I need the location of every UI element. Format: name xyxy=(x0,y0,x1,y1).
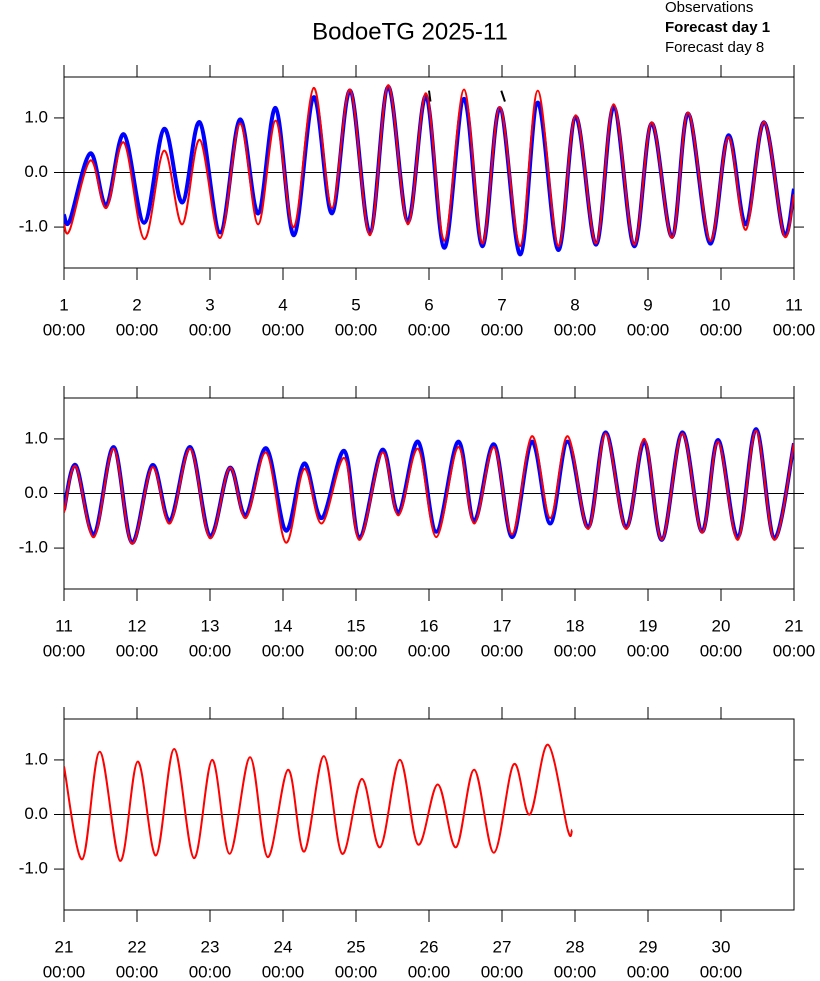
x-tick-label: 10 xyxy=(712,295,731,314)
x-tick-time: 00:00 xyxy=(408,320,451,339)
x-tick-time: 00:00 xyxy=(554,641,597,660)
x-tick-time: 00:00 xyxy=(189,962,232,981)
x-tick-label: 14 xyxy=(274,616,293,635)
x-tick-label: 2 xyxy=(132,295,141,314)
series-line xyxy=(64,743,574,862)
x-tick-time: 00:00 xyxy=(189,641,232,660)
x-tick-label: 24 xyxy=(274,937,293,956)
x-tick-label: 20 xyxy=(712,616,731,635)
y-tick-label: 0.0 xyxy=(24,483,48,502)
legend-entry: Forecast day 1 xyxy=(665,19,770,36)
x-tick-time: 00:00 xyxy=(408,962,451,981)
y-tick-label: 0.0 xyxy=(24,162,48,181)
y-tick-label: 0.0 xyxy=(24,804,48,823)
x-tick-label: 22 xyxy=(128,937,147,956)
y-tick-label: 1.0 xyxy=(24,428,48,447)
x-tick-label: 21 xyxy=(55,937,74,956)
x-tick-label: 3 xyxy=(205,295,214,314)
x-tick-label: 21 xyxy=(785,616,804,635)
x-tick-label: 25 xyxy=(347,937,366,956)
x-tick-time: 00:00 xyxy=(408,641,451,660)
x-tick-time: 00:00 xyxy=(262,320,305,339)
x-tick-time: 00:00 xyxy=(189,320,232,339)
x-tick-label: 1 xyxy=(59,295,68,314)
plot-frame xyxy=(63,718,795,911)
x-tick-time: 00:00 xyxy=(43,962,86,981)
x-tick-time: 00:00 xyxy=(262,641,305,660)
x-tick-label: 11 xyxy=(55,616,73,635)
y-tick-label: 1.0 xyxy=(24,749,48,768)
y-tick-label: 1.0 xyxy=(24,107,48,126)
x-tick-label: 16 xyxy=(420,616,439,635)
x-tick-time: 00:00 xyxy=(554,320,597,339)
x-tick-time: 00:00 xyxy=(481,962,524,981)
x-tick-label: 28 xyxy=(566,937,585,956)
x-tick-label: 15 xyxy=(347,616,366,635)
series-line xyxy=(428,90,432,102)
plot-frame xyxy=(63,397,795,590)
x-tick-time: 00:00 xyxy=(335,962,378,981)
y-tick-label: -1.0 xyxy=(19,217,48,236)
y-tick-label: -1.0 xyxy=(19,859,48,878)
x-tick-label: 30 xyxy=(712,937,731,956)
x-tick-time: 00:00 xyxy=(43,641,86,660)
x-tick-label: 6 xyxy=(424,295,433,314)
x-tick-time: 00:00 xyxy=(627,320,670,339)
x-tick-label: 4 xyxy=(278,295,287,314)
x-tick-time: 00:00 xyxy=(700,641,743,660)
x-tick-time: 00:00 xyxy=(627,962,670,981)
series-line xyxy=(64,427,794,545)
x-tick-label: 17 xyxy=(493,616,512,635)
x-tick-time: 00:00 xyxy=(700,320,743,339)
x-tick-time: 00:00 xyxy=(700,962,743,981)
x-tick-label: 23 xyxy=(201,937,220,956)
x-tick-label: 7 xyxy=(497,295,506,314)
series-line xyxy=(64,429,794,545)
x-tick-label: 9 xyxy=(643,295,652,314)
x-tick-label: 27 xyxy=(493,937,512,956)
legend-entry: Forecast day 8 xyxy=(665,39,764,56)
x-tick-time: 00:00 xyxy=(773,641,816,660)
x-tick-label: 29 xyxy=(639,937,658,956)
legend-entry: Observations xyxy=(665,0,753,16)
x-tick-time: 00:00 xyxy=(116,320,159,339)
series-line xyxy=(64,84,794,248)
x-tick-label: 11 xyxy=(785,295,803,314)
x-tick-time: 00:00 xyxy=(554,962,597,981)
plot-frame xyxy=(63,76,795,269)
x-tick-label: 13 xyxy=(201,616,220,635)
x-tick-time: 00:00 xyxy=(335,320,378,339)
x-tick-time: 00:00 xyxy=(43,320,86,339)
series-line xyxy=(500,90,506,102)
x-tick-label: 19 xyxy=(639,616,658,635)
x-tick-time: 00:00 xyxy=(116,641,159,660)
x-tick-time: 00:00 xyxy=(481,320,524,339)
x-tick-time: 00:00 xyxy=(116,962,159,981)
x-tick-label: 8 xyxy=(570,295,579,314)
x-tick-label: 5 xyxy=(351,295,360,314)
x-tick-time: 00:00 xyxy=(627,641,670,660)
x-tick-label: 26 xyxy=(420,937,439,956)
x-tick-time: 00:00 xyxy=(335,641,378,660)
chart-title: BodoeTG 2025-11 xyxy=(312,18,508,45)
x-tick-time: 00:00 xyxy=(773,320,816,339)
y-tick-label: -1.0 xyxy=(19,538,48,557)
x-tick-label: 18 xyxy=(566,616,585,635)
x-tick-time: 00:00 xyxy=(262,962,305,981)
x-tick-label: 12 xyxy=(128,616,147,635)
x-tick-time: 00:00 xyxy=(481,641,524,660)
